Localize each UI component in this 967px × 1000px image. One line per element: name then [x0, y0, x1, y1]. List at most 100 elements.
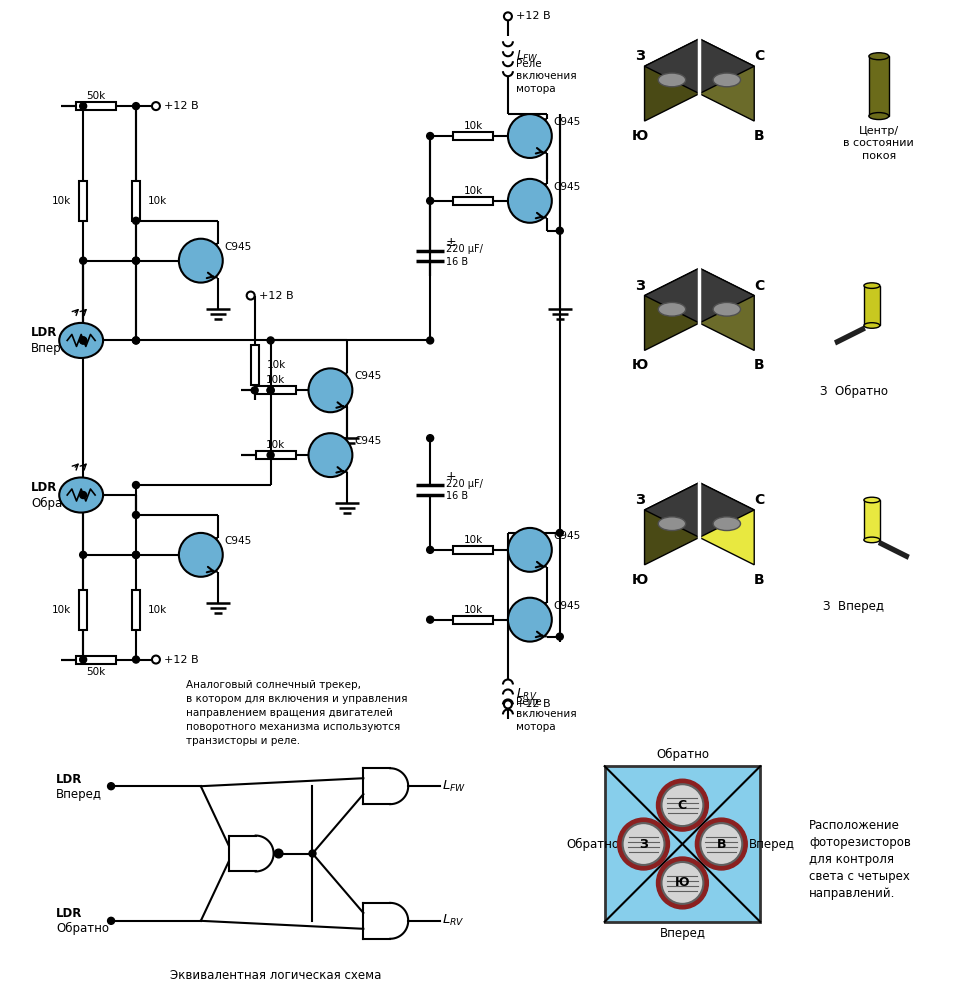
Circle shape: [247, 292, 254, 300]
Circle shape: [132, 337, 139, 344]
Text: В: В: [717, 838, 726, 851]
Text: Вперед: Вперед: [31, 342, 77, 355]
Text: Обратно: Обратно: [567, 837, 619, 851]
Ellipse shape: [869, 53, 889, 60]
Circle shape: [79, 337, 87, 344]
Bar: [454, 616, 493, 624]
Text: $L_{FW}$: $L_{FW}$: [516, 49, 539, 64]
Bar: [250, 345, 258, 385]
Circle shape: [267, 387, 274, 394]
Circle shape: [179, 239, 222, 283]
Circle shape: [132, 551, 139, 558]
Text: С: С: [678, 799, 687, 812]
Circle shape: [426, 546, 433, 553]
Text: 220 µF/
16 В: 220 µF/ 16 В: [446, 244, 483, 267]
Polygon shape: [645, 483, 754, 537]
Circle shape: [267, 387, 274, 394]
Text: Аналоговый солнечный трекер,
в котором для включения и управления
направлением в: Аналоговый солнечный трекер, в котором д…: [186, 680, 407, 746]
Ellipse shape: [713, 73, 741, 87]
Circle shape: [661, 862, 703, 904]
Text: LDR: LDR: [56, 773, 82, 786]
Text: +12 В: +12 В: [516, 11, 550, 21]
Text: Ю: Ю: [631, 573, 648, 587]
Circle shape: [79, 492, 87, 499]
Circle shape: [508, 598, 552, 642]
Text: C945: C945: [554, 117, 581, 127]
Circle shape: [152, 656, 160, 664]
Polygon shape: [699, 39, 754, 121]
Bar: [604, 766, 760, 922]
Circle shape: [309, 850, 316, 857]
Circle shape: [132, 656, 139, 663]
Text: З: З: [639, 838, 648, 851]
Text: $L_{RV}$: $L_{RV}$: [442, 913, 465, 928]
Bar: [132, 590, 140, 630]
Circle shape: [426, 616, 433, 623]
Ellipse shape: [864, 323, 880, 328]
Circle shape: [504, 12, 512, 20]
Text: Вперед: Вперед: [56, 788, 103, 801]
Text: 10k: 10k: [463, 605, 483, 615]
Text: C945: C945: [554, 531, 581, 541]
Circle shape: [508, 114, 552, 158]
Text: З  Вперед: З Вперед: [824, 600, 885, 613]
Text: LDR: LDR: [56, 907, 82, 920]
Circle shape: [426, 197, 433, 204]
Text: З: З: [634, 49, 644, 63]
Bar: [132, 181, 140, 221]
Bar: [454, 546, 493, 554]
Circle shape: [556, 529, 563, 536]
Circle shape: [132, 217, 139, 224]
Text: 10k: 10k: [148, 196, 167, 206]
Bar: [454, 197, 493, 205]
Text: Ю: Ю: [675, 876, 689, 889]
Circle shape: [275, 850, 282, 857]
Circle shape: [556, 227, 563, 234]
Circle shape: [623, 823, 664, 865]
Circle shape: [132, 257, 139, 264]
Circle shape: [695, 818, 747, 870]
Ellipse shape: [864, 283, 880, 288]
Circle shape: [79, 656, 87, 663]
Text: Эквивалентная логическая схема: Эквивалентная логическая схема: [170, 969, 381, 982]
Circle shape: [618, 818, 669, 870]
Polygon shape: [699, 268, 754, 350]
Text: 10k: 10k: [463, 535, 483, 545]
Ellipse shape: [713, 517, 741, 531]
Polygon shape: [645, 483, 699, 565]
Polygon shape: [645, 268, 754, 323]
Circle shape: [79, 257, 87, 264]
Text: C945: C945: [354, 436, 382, 446]
Text: 10k: 10k: [52, 196, 72, 206]
Text: C945: C945: [354, 371, 382, 381]
Polygon shape: [645, 39, 699, 121]
Circle shape: [275, 850, 282, 858]
Ellipse shape: [659, 517, 686, 531]
Circle shape: [107, 917, 114, 924]
Text: 10k: 10k: [463, 186, 483, 196]
Text: C945: C945: [554, 182, 581, 192]
Text: Вперед: Вперед: [659, 927, 706, 940]
Circle shape: [152, 102, 160, 110]
Bar: [869, 56, 889, 116]
Text: С: С: [754, 493, 764, 507]
Text: С: С: [754, 279, 764, 293]
Text: В: В: [754, 129, 765, 143]
Circle shape: [107, 783, 114, 790]
Circle shape: [79, 551, 87, 558]
Polygon shape: [878, 540, 910, 560]
Circle shape: [426, 435, 433, 442]
Circle shape: [504, 700, 512, 708]
Text: 10k: 10k: [52, 605, 72, 615]
Text: C945: C945: [224, 242, 252, 252]
Circle shape: [267, 337, 274, 344]
Bar: [76, 656, 116, 664]
Text: З: З: [634, 493, 644, 507]
Text: Расположение
фоторезисторов
для контроля
света с четырех
направлений.: Расположение фоторезисторов для контроля…: [809, 819, 911, 900]
Bar: [864, 500, 880, 540]
Text: +12 В: +12 В: [516, 699, 550, 709]
Circle shape: [657, 779, 709, 831]
Circle shape: [426, 133, 433, 140]
Text: LDR: LDR: [31, 326, 58, 339]
Circle shape: [508, 179, 552, 223]
